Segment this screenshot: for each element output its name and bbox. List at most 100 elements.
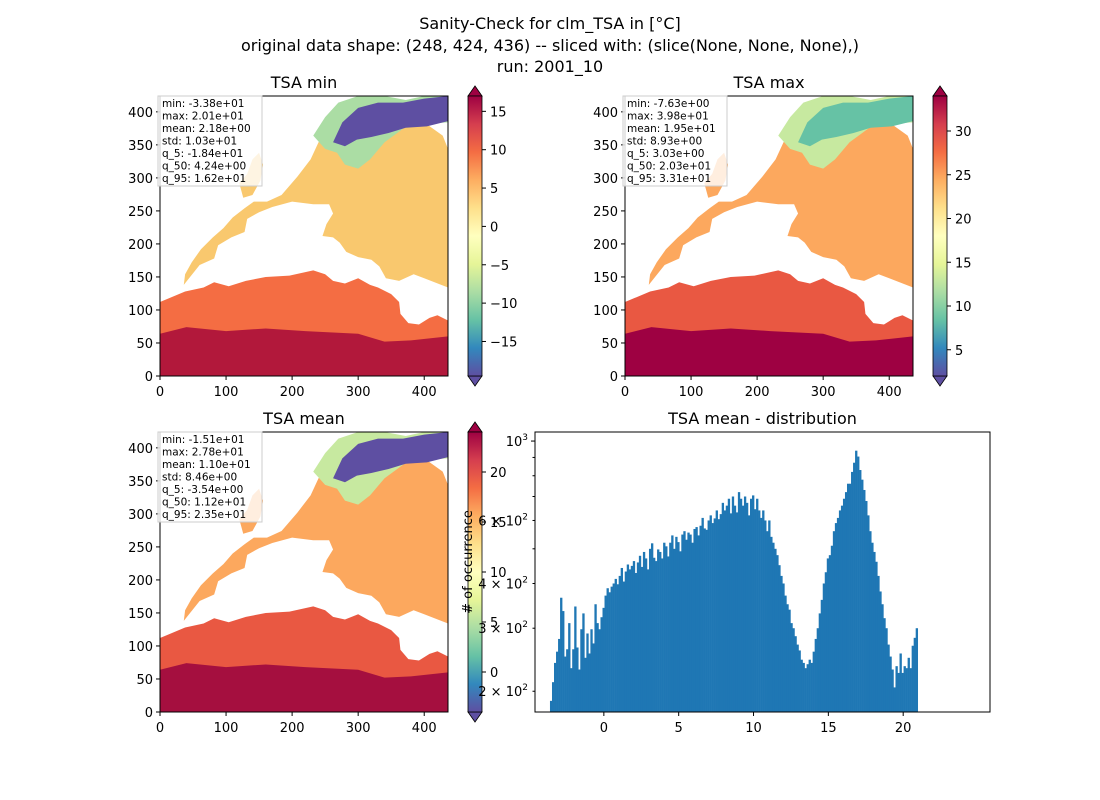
histogram-bar — [699, 525, 702, 712]
tsa-min-ytick-label: 0 — [145, 370, 153, 385]
histogram-bar — [861, 479, 864, 712]
histogram-bar — [620, 567, 624, 712]
histogram-xtick-label: 15 — [820, 721, 837, 736]
map-hot-region — [625, 327, 913, 377]
histogram-bar — [556, 651, 559, 712]
histogram-bar — [846, 483, 850, 712]
histogram-bar — [679, 551, 682, 712]
colorbar-tick-label: 30 — [955, 125, 972, 140]
tsa-mean-xtick-label: 300 — [346, 721, 371, 736]
tsa-min-xtick-label: 200 — [280, 385, 305, 400]
histogram-bar — [707, 520, 710, 712]
histogram-bar — [871, 542, 874, 712]
tsa-min-title: TSA min — [270, 73, 337, 92]
histogram-bar — [665, 546, 668, 712]
histogram-bar — [612, 583, 615, 712]
tsa-min-ytick-label: 150 — [128, 271, 153, 286]
histogram-bar — [816, 628, 819, 712]
histogram-bar — [602, 607, 605, 712]
histogram-bar — [913, 637, 916, 712]
histogram-bar — [685, 539, 688, 712]
histogram-bar — [566, 649, 569, 712]
histogram-bar — [709, 515, 712, 712]
tsa-mean-ytick-label: 350 — [128, 475, 153, 490]
histogram-bar — [857, 456, 860, 712]
histogram-bar — [560, 597, 563, 712]
histogram-bar — [792, 628, 795, 712]
colorbar-extend-max — [932, 85, 948, 97]
histogram-bar — [713, 518, 716, 712]
stats-line: min: -7.63e+00 — [627, 98, 709, 110]
histogram-bar — [703, 528, 706, 712]
histogram-bar — [790, 623, 793, 712]
histogram-bar — [719, 514, 723, 712]
histogram-bar — [725, 505, 729, 712]
histogram-bar — [855, 450, 858, 712]
stats-line: q_50: 4.24e+00 — [162, 161, 246, 173]
histogram-bar — [844, 492, 848, 712]
histogram-bar — [582, 613, 585, 712]
histogram-axes-frame — [534, 431, 991, 713]
histogram-bar — [747, 515, 751, 712]
histogram-bar — [695, 527, 698, 712]
colorbar-tick-label: 5 — [490, 182, 498, 197]
histogram-bar — [562, 611, 565, 712]
colorbar-tick-label: 15 — [490, 516, 507, 531]
histogram-bar — [733, 505, 737, 712]
histogram-bar — [909, 668, 912, 712]
histogram-bar — [865, 501, 868, 712]
histogram-bar — [899, 653, 902, 712]
histogram-bar — [681, 534, 684, 712]
histogram-bar — [786, 604, 789, 712]
histogram-bar — [877, 575, 880, 712]
histogram-bar — [644, 558, 648, 712]
histogram-bar — [549, 700, 553, 712]
tsa-mean-colorbar: 0 5 10 15 20 — [467, 421, 507, 723]
stats-line: min: -1.51e+01 — [162, 434, 244, 446]
histogram-bar — [794, 636, 797, 712]
histogram-bar — [651, 543, 654, 712]
colorbar-tick-label: 10 — [490, 144, 507, 159]
histogram-bar — [614, 578, 617, 712]
histogram-panel: TSA mean - distribution 0 5 10 15 20 103 2 × 10… — [461, 409, 991, 736]
histogram-bar — [842, 498, 846, 712]
stats-line: max: 3.98e+01 — [627, 111, 709, 123]
tsa-max-xtick-label: 200 — [745, 385, 770, 400]
colorbar-tick-label: 5 — [955, 344, 963, 359]
histogram-bar — [596, 623, 599, 712]
colorbar-tick-label: 10 — [490, 566, 507, 581]
tsa-min-xtick-label: 300 — [346, 385, 371, 400]
colorbar-tick-label: 20 — [490, 466, 507, 481]
histogram-bar — [853, 462, 856, 712]
histogram-bar — [711, 523, 714, 712]
tsa-mean-ytick-label: 100 — [128, 640, 153, 655]
colorbar-extend-min — [467, 375, 483, 387]
colorbar-tick-label: −5 — [490, 259, 509, 274]
histogram-bar — [701, 517, 704, 712]
histogram-bar — [758, 510, 761, 712]
histogram-bar — [638, 555, 642, 712]
stats-line: q_5: -1.84e+01 — [162, 148, 243, 160]
stats-line: q_5: -3.54e+00 — [162, 484, 243, 496]
histogram-bar — [826, 558, 830, 712]
histogram-bar — [648, 548, 652, 712]
tsa-mean-title: TSA mean — [262, 409, 345, 428]
histogram-bar — [824, 572, 828, 712]
tsa-max-ytick-label: 250 — [593, 205, 618, 220]
tsa-max-ytick-label: 300 — [593, 172, 618, 187]
histogram-bar — [616, 584, 619, 712]
histogram-bar — [683, 531, 686, 712]
histogram-bar — [673, 548, 676, 712]
tsa-mean-ytick-label: 250 — [128, 541, 153, 556]
histogram-bar — [588, 653, 591, 712]
tsa-mean-xtick-label: 200 — [280, 721, 305, 736]
map-cold-region — [333, 432, 448, 483]
colorbar-tick-label: 0 — [490, 220, 498, 235]
tsa-mean-ytick-label: 300 — [128, 508, 153, 523]
histogram-bar — [723, 510, 727, 712]
stats-line: q_50: 1.12e+01 — [162, 497, 246, 509]
histogram-bar — [780, 575, 783, 712]
histogram-bar — [743, 496, 747, 712]
histogram-bar — [798, 650, 801, 712]
